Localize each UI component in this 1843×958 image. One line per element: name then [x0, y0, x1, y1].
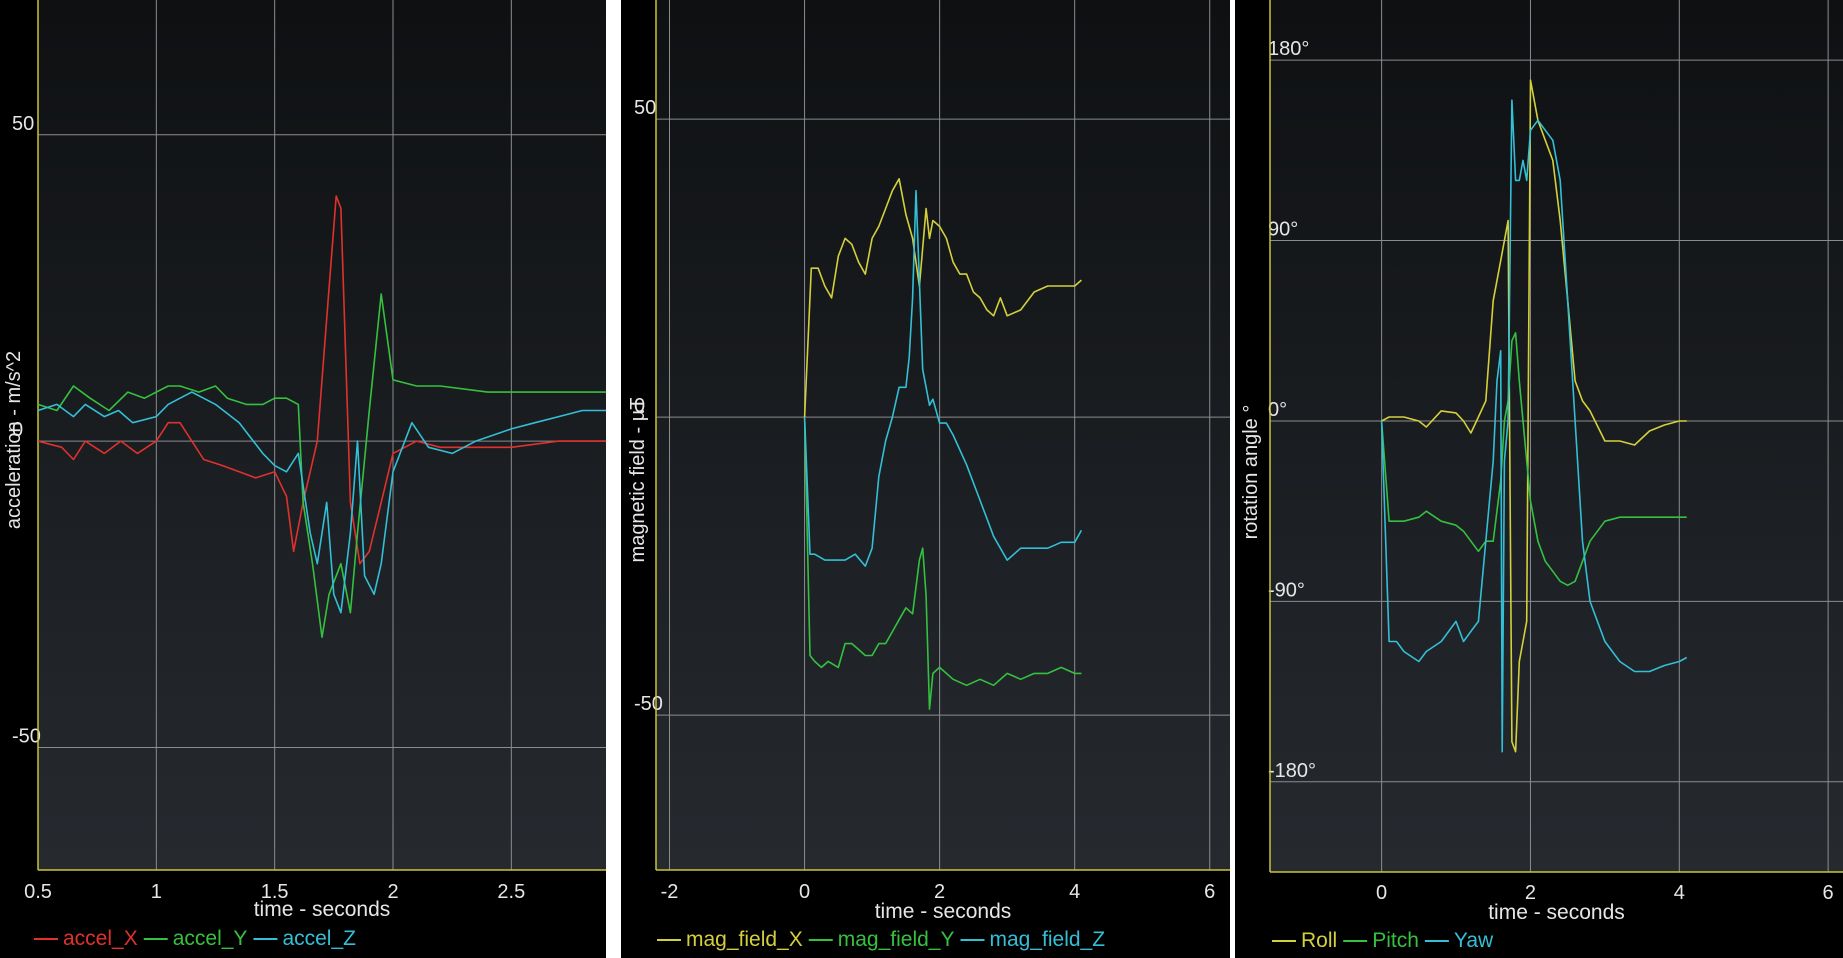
accel-chart-panel: 0.5 1 1.5 2 2.5 50 0 -50 time - seconds accelerat… — [0, 0, 606, 958]
legend-label: Pitch — [1372, 929, 1419, 952]
y-axis-title: magnetic field - µT — [627, 398, 649, 563]
x-axis-title: time - seconds — [1488, 901, 1625, 924]
y-axis-title: acceleration - m/s^2 — [3, 351, 25, 529]
x-tick-label: 2 — [934, 881, 945, 903]
y-axis-title: rotation angle ° — [1240, 405, 1262, 540]
series-line-accel-x — [37, 195, 606, 565]
x-tick-label: 6 — [1823, 882, 1834, 904]
y-tick-label: -180° — [1268, 760, 1316, 782]
series-line-mag-field-y — [803, 417, 1082, 710]
y-tick-label: 90° — [1268, 219, 1298, 241]
series-line-mag-field-x — [803, 178, 1082, 418]
x-tick-label: 4 — [1069, 881, 1080, 903]
legend-label: accel_X — [63, 927, 138, 950]
y-tick-label: 50 — [634, 97, 656, 119]
series-line-roll — [1381, 79, 1687, 753]
x-tick-label: 1 — [151, 881, 162, 903]
x-tick-label: 0 — [1376, 882, 1387, 904]
y-tick-label: 0° — [1268, 399, 1287, 421]
x-axis-title: time - seconds — [875, 900, 1012, 923]
plot-area — [656, 0, 1230, 870]
legend-label: mag_field_Z — [990, 928, 1106, 951]
y-tick-label: 0 — [634, 395, 645, 417]
x-tick-label: 2 — [387, 881, 398, 903]
legend-label: accel_Z — [282, 927, 356, 950]
legend-label: accel_Y — [173, 927, 248, 950]
mag-field-chart-panel: -2 0 2 4 6 50 0 -50 time - seconds magnetic field… — [621, 0, 1230, 958]
y-tick-label: 50 — [12, 113, 34, 135]
series-line-accel-y — [37, 293, 606, 639]
plot-area — [1270, 0, 1843, 872]
y-tick-label: -50 — [12, 725, 41, 747]
y-tick-label: -50 — [634, 693, 663, 715]
y-tick-label: 180° — [1268, 38, 1309, 60]
series-line-mag-field-z — [803, 189, 1083, 567]
y-tick-label: -90° — [1268, 579, 1305, 601]
series-line-pitch — [1380, 331, 1687, 587]
x-axis-title: time - seconds — [254, 898, 391, 921]
legend-label: Roll — [1301, 929, 1337, 952]
series-line-yaw — [1380, 99, 1688, 753]
legend-label: Yaw — [1454, 929, 1494, 952]
x-tick-label: 2.5 — [497, 881, 525, 903]
rotation-chart-panel: 0 2 4 6 180° 90° 0° -90° -180° time - seconds rota… — [1235, 0, 1843, 958]
x-tick-label: 6 — [1204, 881, 1215, 903]
x-tick-label: 0 — [799, 881, 810, 903]
x-tick-label: 0.5 — [24, 881, 52, 903]
legend-label: mag_field_Y — [838, 928, 955, 951]
series-line-accel-z — [37, 391, 606, 614]
x-tick-label: 2 — [1525, 882, 1536, 904]
plot-area — [38, 0, 606, 870]
x-tick-label: -2 — [661, 881, 679, 903]
legend-label: mag_field_X — [686, 928, 803, 951]
y-tick-label: 0 — [12, 419, 23, 441]
x-tick-label: 4 — [1674, 882, 1685, 904]
x-tick-label: 1.5 — [261, 881, 289, 903]
